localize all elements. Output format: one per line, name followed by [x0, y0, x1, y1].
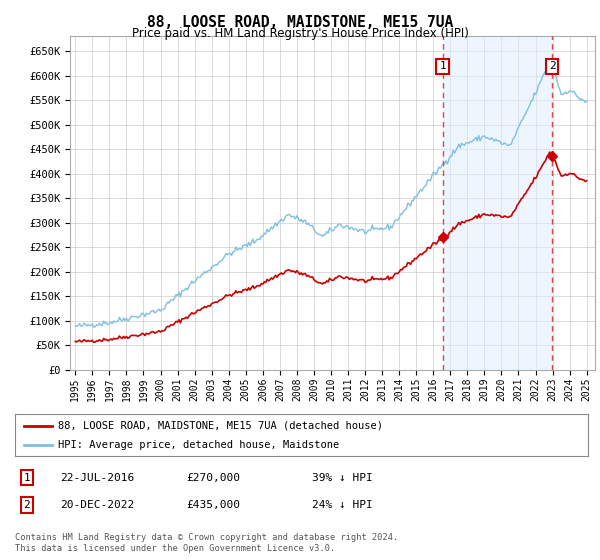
Text: £435,000: £435,000	[186, 500, 240, 510]
Text: Price paid vs. HM Land Registry's House Price Index (HPI): Price paid vs. HM Land Registry's House …	[131, 27, 469, 40]
Bar	[443, 36, 552, 370]
Text: 1: 1	[439, 62, 446, 71]
Text: Contains HM Land Registry data © Crown copyright and database right 2024.
This d: Contains HM Land Registry data © Crown c…	[15, 533, 398, 553]
Text: 1: 1	[23, 473, 31, 483]
Text: £270,000: £270,000	[186, 473, 240, 483]
Text: 88, LOOSE ROAD, MAIDSTONE, ME15 7UA: 88, LOOSE ROAD, MAIDSTONE, ME15 7UA	[147, 15, 453, 30]
Text: 22-JUL-2016: 22-JUL-2016	[60, 473, 134, 483]
Text: 24% ↓ HPI: 24% ↓ HPI	[312, 500, 373, 510]
Text: HPI: Average price, detached house, Maidstone: HPI: Average price, detached house, Maid…	[58, 440, 339, 450]
Text: 88, LOOSE ROAD, MAIDSTONE, ME15 7UA (detached house): 88, LOOSE ROAD, MAIDSTONE, ME15 7UA (det…	[58, 421, 383, 431]
Text: 2: 2	[23, 500, 31, 510]
Text: 20-DEC-2022: 20-DEC-2022	[60, 500, 134, 510]
Text: 39% ↓ HPI: 39% ↓ HPI	[312, 473, 373, 483]
Text: 2: 2	[548, 62, 556, 71]
